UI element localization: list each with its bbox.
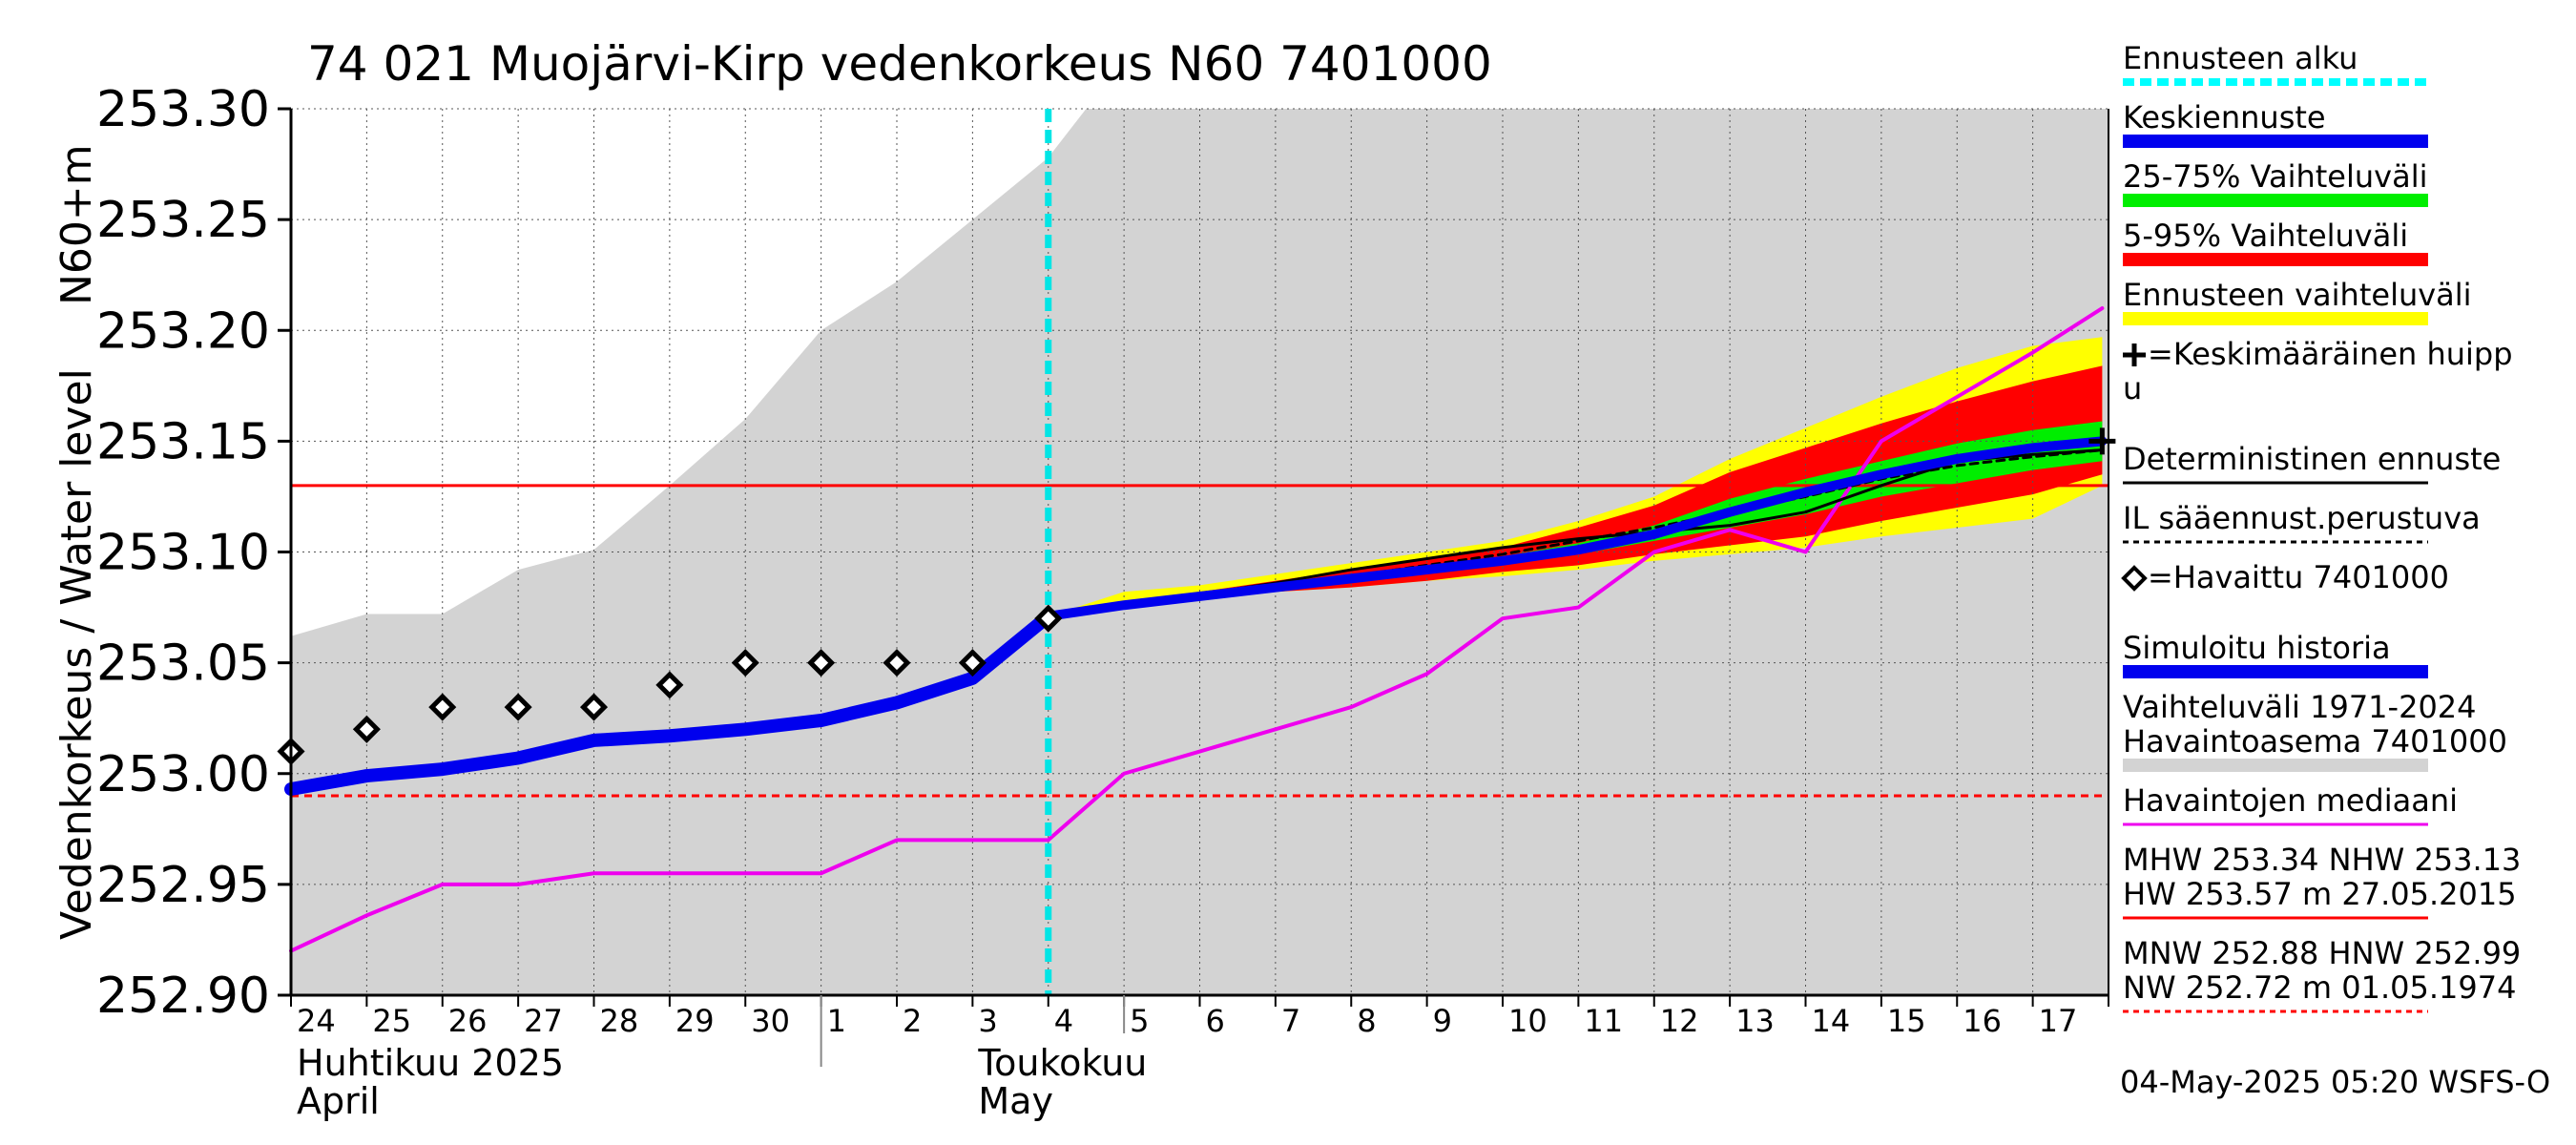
observed-point xyxy=(958,649,987,677)
x-tick-label: 5 xyxy=(1130,1003,1149,1039)
band-00ee00 xyxy=(1048,421,2103,616)
x-tick-label: 3 xyxy=(978,1003,997,1039)
legend-label: Deterministinen ennuste xyxy=(2123,441,2501,477)
x-tick-label: 2 xyxy=(903,1003,922,1039)
series-line xyxy=(289,306,2105,953)
observed-point xyxy=(352,715,381,743)
legend-label: Havaintojen mediaani xyxy=(2123,782,2458,819)
x-tick-label: 13 xyxy=(1735,1003,1775,1039)
legend-label: 25-75% Vaihteluväli xyxy=(2123,158,2427,195)
x-tick-label: 10 xyxy=(1508,1003,1548,1039)
observed-point xyxy=(428,693,457,721)
y-tick-label: 253.25 xyxy=(96,192,270,249)
legend-label: Simuloitu historia xyxy=(2123,630,2391,666)
observed-point xyxy=(1034,604,1063,633)
legend-label: =Havaittu 7401000 xyxy=(2148,559,2449,595)
legend-label: Keskiennuste xyxy=(2123,99,2326,135)
legend-label: =Keskimääräinen huipp xyxy=(2148,336,2513,372)
legend-label: Vaihteluväli 1971-2024 xyxy=(2123,689,2477,725)
month-label-en: April xyxy=(297,1080,380,1122)
legend-label-cont: NW 252.72 m 01.05.1974 xyxy=(2123,969,2516,1006)
month-label-fi: Huhtikuu 2025 xyxy=(297,1042,564,1084)
y-tick-label: 253.20 xyxy=(96,302,270,360)
y-tick-label: 253.30 xyxy=(96,81,270,138)
x-tick-label: 27 xyxy=(524,1003,563,1039)
y-tick-label: 253.10 xyxy=(96,525,270,582)
x-tick-label: 9 xyxy=(1433,1003,1452,1039)
legend-label: MNW 252.88 HNW 252.99 xyxy=(2123,935,2521,971)
observed-point xyxy=(655,671,684,699)
x-tick-label: 30 xyxy=(751,1003,790,1039)
y-tick-label: 253.15 xyxy=(96,413,270,470)
x-tick-label: 16 xyxy=(1963,1003,2002,1039)
footer-timestamp: 04-May-2025 05:20 WSFS-O xyxy=(2120,1064,2550,1100)
y-axis-unit: N60+m xyxy=(52,144,101,305)
observed-point xyxy=(579,693,609,721)
axes: 252.90 252.95 253.00 253.05 253.10 253.15 253.… xyxy=(52,81,2109,1122)
x-tick-label: 1 xyxy=(827,1003,846,1039)
legend-label-cont: HW 253.57 m 27.05.2015 xyxy=(2123,876,2517,912)
legend-label: IL sääennust.perustuva xyxy=(2123,500,2481,536)
y-tick-label: 252.90 xyxy=(96,968,270,1025)
mean-peak-marker xyxy=(2088,427,2116,455)
series-line xyxy=(284,609,1055,797)
series-line xyxy=(1043,436,2108,621)
x-tick-label: 29 xyxy=(675,1003,715,1039)
legend-label: Ennusteen alku xyxy=(2123,40,2358,76)
y-tick-label: 252.95 xyxy=(96,857,270,914)
observed-point xyxy=(883,649,911,677)
x-tick-label: 7 xyxy=(1281,1003,1300,1039)
observed-point xyxy=(731,649,759,677)
x-tick-label: 15 xyxy=(1887,1003,1926,1039)
x-tick-label: 24 xyxy=(297,1003,336,1039)
x-tick-label: 28 xyxy=(600,1003,639,1039)
x-tick-label: 14 xyxy=(1812,1003,1851,1039)
plot-area xyxy=(277,108,2116,996)
x-tick-label: 4 xyxy=(1054,1003,1073,1039)
y-tick-label: 253.05 xyxy=(96,635,270,693)
legend-label: 5-95% Vaihteluväli xyxy=(2123,218,2408,254)
x-tick-label: 11 xyxy=(1584,1003,1623,1039)
legend-diamond-icon xyxy=(2121,565,2148,592)
legend: Ennusteen alku Keskiennuste 25-75% Vaihtel… xyxy=(2121,40,2521,1013)
chart-title: 74 021 Muojärvi-Kirp vedenkorkeus N60 74… xyxy=(307,36,1492,92)
month-label-en: May xyxy=(978,1080,1053,1122)
y-tick-label: 253.00 xyxy=(96,746,270,803)
legend-label: Ennusteen vaihteluväli xyxy=(2123,277,2472,313)
x-tick-label: 17 xyxy=(2039,1003,2078,1039)
legend-plus-icon xyxy=(2123,344,2146,366)
observed-point xyxy=(504,693,532,721)
x-tick-label: 8 xyxy=(1357,1003,1376,1039)
x-tick-label: 6 xyxy=(1206,1003,1225,1039)
y-axis-label: Vedenkorkeus / Water level xyxy=(52,368,101,940)
legend-label-cont: u xyxy=(2123,370,2142,406)
legend-label-cont: Havaintoasema 7401000 xyxy=(2123,723,2507,760)
legend-label: MHW 253.34 NHW 253.13 xyxy=(2123,842,2521,878)
x-tick-label: 25 xyxy=(372,1003,411,1039)
observed-point xyxy=(807,649,836,677)
month-label-fi: Toukokuu xyxy=(977,1042,1147,1084)
x-tick-label: 12 xyxy=(1660,1003,1699,1039)
x-tick-label: 26 xyxy=(448,1003,488,1039)
